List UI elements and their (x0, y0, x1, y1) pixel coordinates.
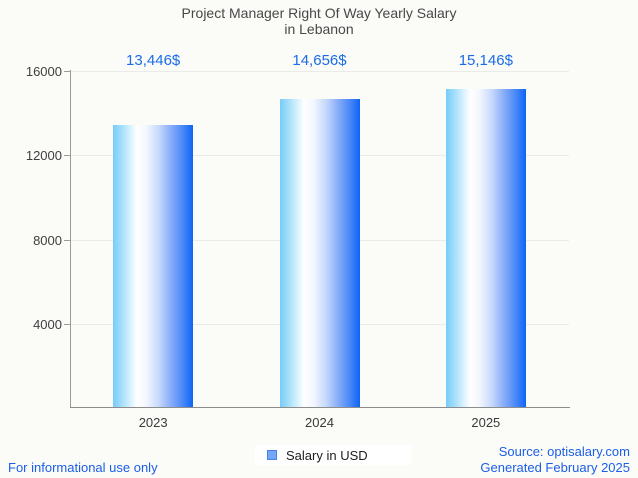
legend-swatch-icon (267, 450, 277, 460)
generated-text: Generated February 2025 (480, 459, 630, 475)
disclaimer-text: For informational use only (8, 460, 158, 475)
legend: Salary in USD (255, 445, 411, 465)
gridline (71, 71, 569, 72)
y-axis-tick (64, 239, 70, 241)
y-axis-tick (64, 323, 70, 325)
y-axis-tick (64, 155, 70, 157)
x-axis-line (70, 407, 570, 408)
bar-2023 (113, 124, 194, 408)
chart-title-line-2: in Lebanon (284, 21, 354, 37)
x-axis-label: 2024 (305, 415, 334, 430)
y-axis-tick (64, 71, 70, 72)
y-axis-label: 12000 (25, 148, 62, 164)
chart-title-line-1: Project Manager Right Of Way Yearly Sala… (181, 5, 457, 21)
x-axis-label: 2025 (471, 415, 501, 430)
source-text: Source: optisalary.com (498, 444, 630, 459)
bar-value-label: 14,656$ (292, 52, 347, 69)
y-axis-label: 16000 (25, 64, 62, 79)
bar-2024 (279, 99, 360, 408)
x-axis-label: 2023 (138, 415, 168, 430)
chart-title: Project Manager Right Of Way Yearly Sala… (0, 5, 638, 37)
bar-value-label: 13,446$ (126, 52, 181, 69)
bar-2025 (445, 88, 526, 408)
source-block: Source: optisalary.com Generated Februar… (480, 444, 630, 475)
y-axis-line (70, 70, 71, 408)
y-axis-label: 4000 (33, 316, 62, 332)
legend-label: Salary in USD (286, 447, 368, 463)
y-axis-label: 8000 (33, 232, 62, 248)
bar-value-label: 15,146$ (458, 52, 513, 69)
